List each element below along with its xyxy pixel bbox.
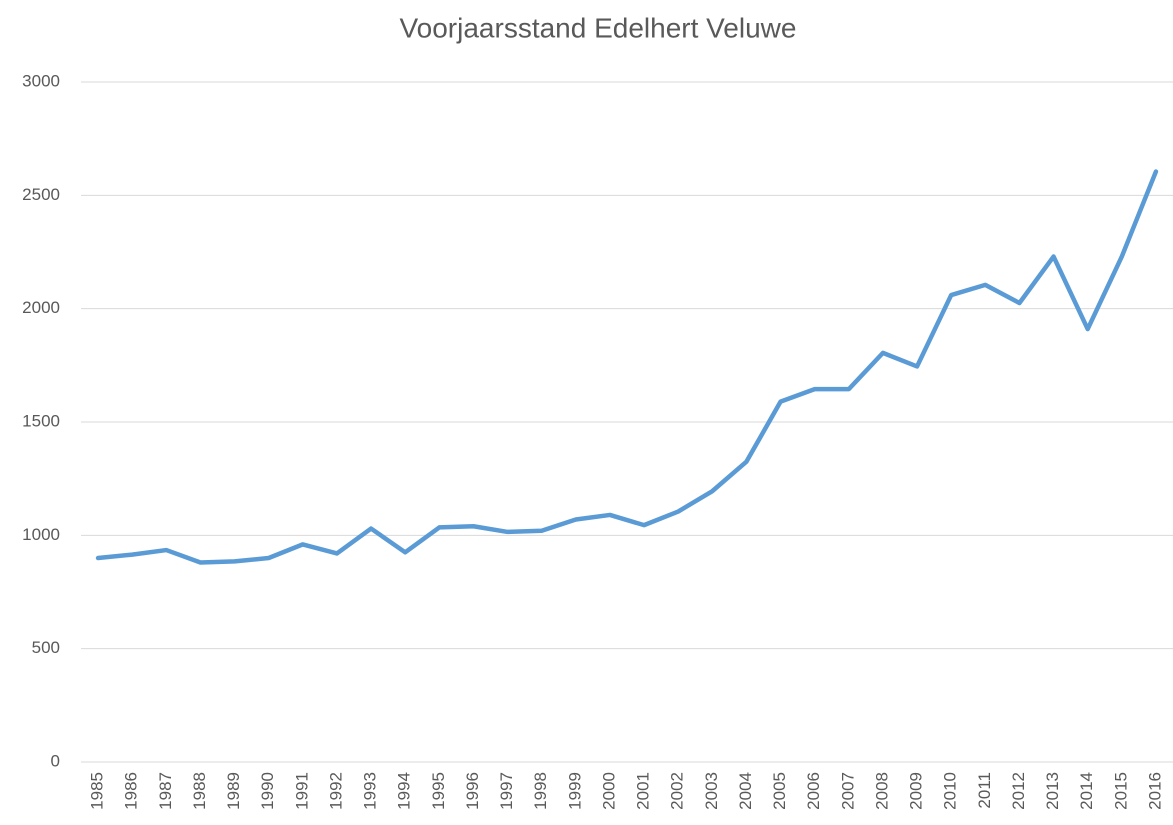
x-tick-label: 2002 (668, 772, 687, 810)
x-tick-label: 2014 (1077, 772, 1096, 810)
x-tick-label: 1987 (156, 772, 175, 810)
x-tick-label: 2016 (1145, 772, 1164, 810)
x-tick-label: 2012 (1009, 772, 1028, 810)
x-tick-label: 2011 (975, 772, 994, 809)
line-series (95, 169, 1159, 565)
x-tick-label: 1992 (326, 772, 345, 810)
y-tick-label: 1500 (22, 411, 60, 430)
x-tick-label: 2000 (599, 772, 618, 810)
x-tick-label: 2003 (702, 772, 721, 810)
x-tick-label: 2005 (770, 772, 789, 810)
x-tick-label: 1990 (258, 772, 277, 810)
x-tick-label: 1994 (395, 772, 414, 810)
x-tick-label: 1985 (88, 772, 107, 810)
x-tick-label: 2015 (1111, 772, 1130, 810)
x-tick-label: 2006 (804, 772, 823, 810)
x-tick-label: 2009 (907, 772, 926, 810)
x-tick-label: 2008 (872, 772, 891, 810)
x-tick-label: 1996 (463, 772, 482, 810)
x-tick-label: 2004 (736, 772, 755, 810)
x-tick-label: 1993 (361, 772, 380, 810)
x-tick-label: 1988 (190, 772, 209, 810)
x-tick-label: 1997 (497, 772, 516, 810)
y-tick-label: 2000 (22, 298, 60, 317)
x-tick-label: 2010 (941, 772, 960, 810)
y-tick-label: 3000 (22, 71, 60, 90)
x-tick-label: 1995 (429, 772, 448, 810)
x-tick-label: 2001 (634, 772, 653, 810)
y-tick-label: 2500 (22, 185, 60, 204)
x-tick-label: 1998 (531, 772, 550, 810)
chart-title: Voorjaarsstand Edelhert Veluwe (400, 12, 797, 43)
y-tick-label: 500 (32, 638, 60, 657)
x-tick-label: 1999 (565, 772, 584, 810)
y-tick-label: 0 (51, 751, 60, 770)
x-tick-label: 1986 (122, 772, 141, 810)
x-tick-label: 1989 (224, 772, 243, 810)
x-tick-label: 1991 (292, 772, 311, 810)
x-tick-label: 2013 (1043, 772, 1062, 810)
y-tick-label: 1000 (22, 525, 60, 544)
x-tick-label: 2007 (838, 772, 857, 810)
